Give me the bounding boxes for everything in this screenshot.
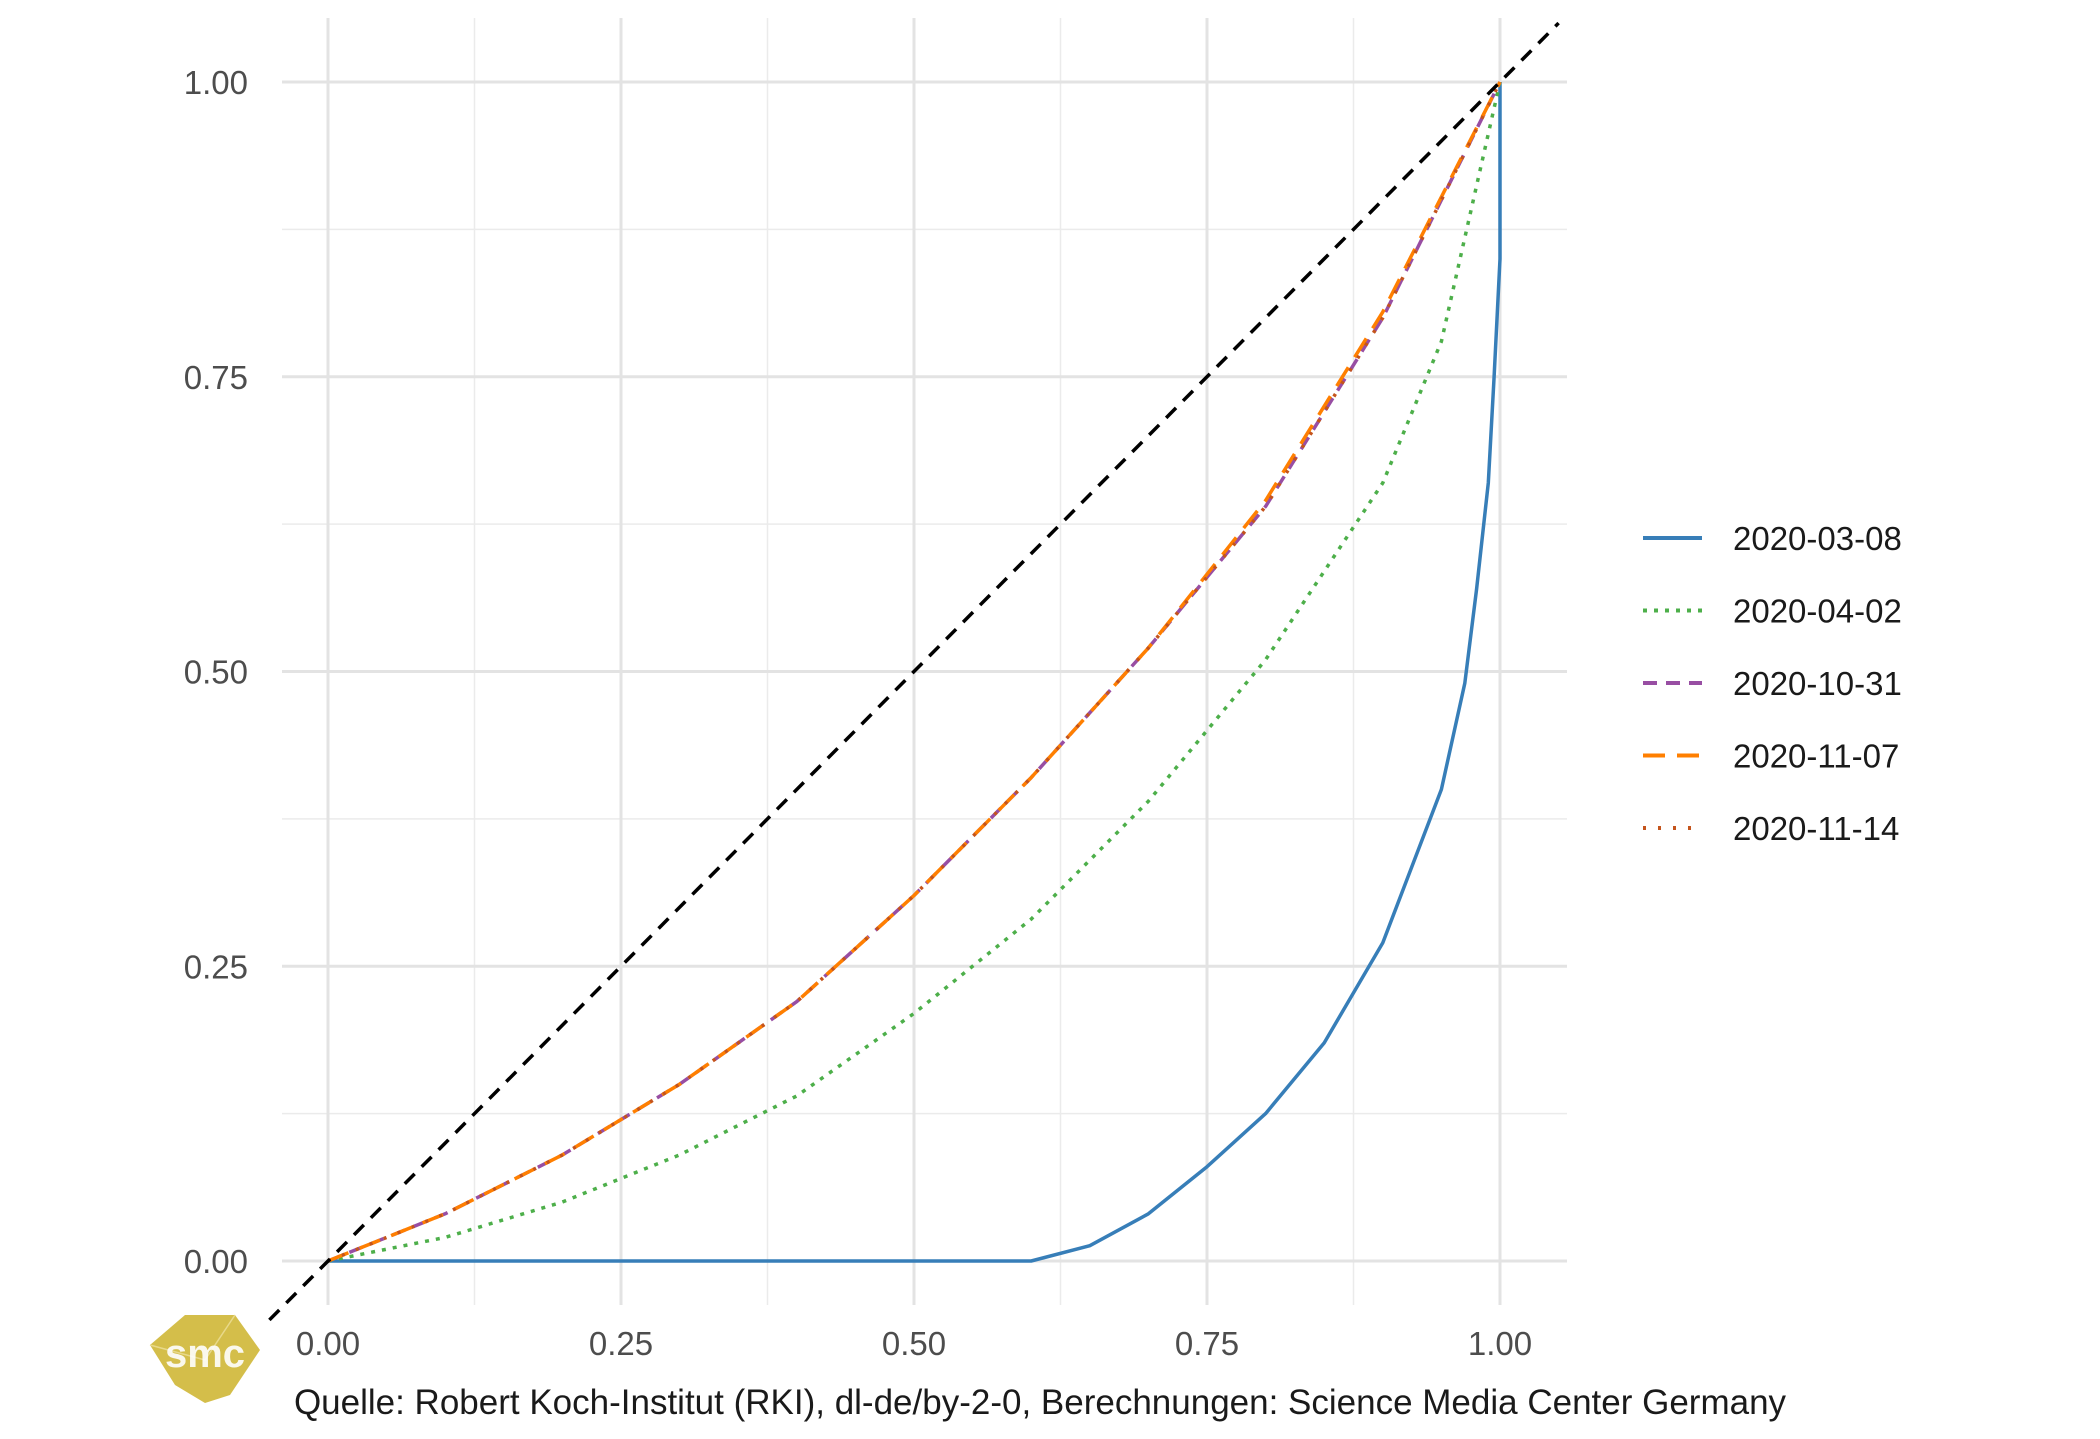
legend-label: 2020-11-14 [1733,810,1899,847]
legend-label: 2020-11-07 [1733,738,1899,775]
legend: 2020-03-08 2020-04-02 2020-10-31 2020-11-07… [1643,520,1902,847]
legend-item-2020-04-02: 2020-04-02 [1643,593,1902,630]
legend-label: 2020-04-02 [1733,593,1902,630]
series-line-2020-11-07 [327,81,1502,1263]
legend-label: 2020-10-31 [1733,665,1902,702]
source-caption: Quelle: Robert Koch-Institut (RKI), dl-d… [294,1383,1787,1422]
legend-label: 2020-03-08 [1733,520,1902,557]
smc-logo-text: smc [165,1332,245,1376]
legend-item-2020-11-14: 2020-11-14 [1643,810,1899,847]
y-axis-tick-labels: 0.00 0.25 0.50 0.75 1.00 [184,64,248,1280]
y-tick-label: 1.00 [184,64,248,101]
series-line-2020-04-02 [327,81,1502,1263]
series-lines [327,81,1502,1263]
x-tick-label: 0.50 [882,1325,946,1362]
y-tick-label: 0.00 [184,1243,248,1280]
series-line-2020-03-08 [328,82,1502,1263]
legend-item-2020-10-31: 2020-10-31 [1643,665,1902,702]
grid-minor [282,18,1567,1305]
x-tick-label: 0.00 [296,1325,360,1362]
grid-major [282,18,1567,1305]
y-tick-label: 0.25 [184,948,248,985]
legend-item-2020-03-08: 2020-03-08 [1643,520,1902,557]
y-tick-label: 0.75 [184,359,248,396]
x-tick-label: 0.25 [589,1325,653,1362]
x-tick-label: 0.75 [1175,1325,1239,1362]
x-tick-label: 1.00 [1468,1325,1532,1362]
smc-logo: smc [149,1314,260,1403]
x-axis-tick-labels: 0.00 0.25 0.50 0.75 1.00 [296,1325,1532,1362]
y-tick-label: 0.50 [184,654,248,691]
legend-item-2020-11-07: 2020-11-07 [1643,738,1899,775]
equality-reference-line [268,21,1560,1322]
